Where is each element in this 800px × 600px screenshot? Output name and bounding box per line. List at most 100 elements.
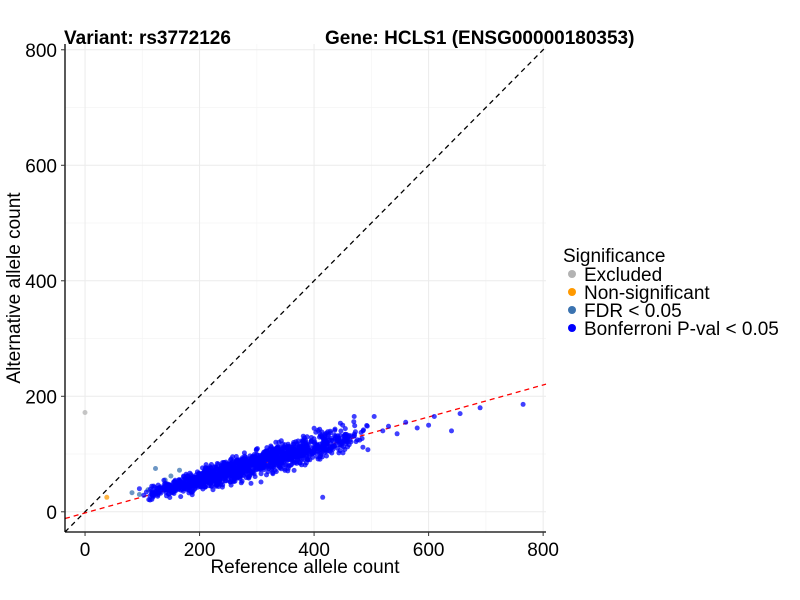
legend-label: Non-significant xyxy=(584,283,710,304)
point-bonferroni-p-val-0-05 xyxy=(152,489,158,495)
point-bonferroni-p-val-0-05 xyxy=(158,484,164,490)
point-bonferroni-p-val-0-05 xyxy=(258,471,264,477)
point-bonferroni-p-val-0-05 xyxy=(266,454,272,460)
point-bonferroni-p-val-0-05 xyxy=(271,452,276,458)
point-bonferroni-p-val-0-05 xyxy=(342,432,348,438)
point-non-significant xyxy=(104,494,110,500)
point-bonferroni-p-val-0-05 xyxy=(181,474,187,480)
point-fdr-0-05 xyxy=(136,492,142,497)
point-bonferroni-p-val-0-05 xyxy=(352,429,358,435)
point-bonferroni-p-val-0-05 xyxy=(403,419,409,425)
x-tick-label: 200 xyxy=(184,540,216,561)
point-bonferroni-p-val-0-05 xyxy=(351,419,357,425)
point-bonferroni-p-val-0-05 xyxy=(311,425,317,431)
point-bonferroni-p-val-0-05 xyxy=(162,481,167,487)
point-bonferroni-p-val-0-05 xyxy=(449,428,454,434)
point-bonferroni-p-val-0-05 xyxy=(264,472,269,478)
chart-title-variant: Variant: rs3772126 xyxy=(64,28,231,49)
point-bonferroni-p-val-0-05 xyxy=(279,454,285,460)
point-bonferroni-p-val-0-05 xyxy=(342,426,348,432)
point-bonferroni-p-val-0-05 xyxy=(270,463,276,469)
point-bonferroni-p-val-0-05 xyxy=(283,445,289,451)
point-bonferroni-p-val-0-05 xyxy=(277,465,283,471)
point-bonferroni-p-val-0-05 xyxy=(313,429,319,435)
point-bonferroni-p-val-0-05 xyxy=(394,431,400,437)
point-bonferroni-p-val-0-05 xyxy=(277,459,283,465)
point-bonferroni-p-val-0-05 xyxy=(219,467,225,473)
point-bonferroni-p-val-0-05 xyxy=(334,438,340,444)
point-bonferroni-p-val-0-05 xyxy=(278,438,284,444)
point-bonferroni-p-val-0-05 xyxy=(248,480,254,486)
point-bonferroni-p-val-0-05 xyxy=(190,477,196,483)
point-bonferroni-p-val-0-05 xyxy=(151,483,157,489)
point-bonferroni-p-val-0-05 xyxy=(237,469,243,475)
axes xyxy=(64,44,546,533)
point-bonferroni-p-val-0-05 xyxy=(342,447,348,452)
point-bonferroni-p-val-0-05 xyxy=(283,451,289,457)
point-bonferroni-p-val-0-05 xyxy=(351,414,357,419)
point-excluded xyxy=(82,410,88,415)
point-fdr-0-05 xyxy=(129,490,135,496)
point-bonferroni-p-val-0-05 xyxy=(203,478,209,484)
point-bonferroni-p-val-0-05 xyxy=(285,456,291,462)
point-bonferroni-p-val-0-05 xyxy=(288,449,294,455)
point-bonferroni-p-val-0-05 xyxy=(231,465,237,470)
point-bonferroni-p-val-0-05 xyxy=(257,452,263,458)
point-bonferroni-p-val-0-05 xyxy=(338,428,344,434)
y-tick-label: 800 xyxy=(25,41,57,62)
point-bonferroni-p-val-0-05 xyxy=(353,439,359,445)
point-fdr-0-05 xyxy=(177,467,182,473)
point-bonferroni-p-val-0-05 xyxy=(307,451,313,457)
y-tick-label: 200 xyxy=(25,387,57,408)
point-bonferroni-p-val-0-05 xyxy=(380,428,386,434)
point-bonferroni-p-val-0-05 xyxy=(230,478,236,484)
legend-key xyxy=(568,324,576,332)
point-bonferroni-p-val-0-05 xyxy=(320,494,326,500)
point-bonferroni-p-val-0-05 xyxy=(242,467,248,473)
point-bonferroni-p-val-0-05 xyxy=(414,425,420,431)
point-bonferroni-p-val-0-05 xyxy=(268,443,274,449)
point-bonferroni-p-val-0-05 xyxy=(304,442,309,448)
data-points xyxy=(82,401,526,503)
x-tick-label: 400 xyxy=(298,540,330,561)
y-tick-label: 600 xyxy=(25,156,57,177)
point-bonferroni-p-val-0-05 xyxy=(212,469,218,475)
point-bonferroni-p-val-0-05 xyxy=(311,436,317,442)
point-bonferroni-p-val-0-05 xyxy=(269,458,274,464)
point-bonferroni-p-val-0-05 xyxy=(322,436,328,442)
x-tick-label: 600 xyxy=(413,540,445,561)
y-axis-title: Alternative allele count xyxy=(4,192,25,384)
point-bonferroni-p-val-0-05 xyxy=(201,473,207,479)
point-bonferroni-p-val-0-05 xyxy=(229,468,235,474)
point-bonferroni-p-val-0-05 xyxy=(297,460,303,465)
point-bonferroni-p-val-0-05 xyxy=(477,405,483,411)
point-bonferroni-p-val-0-05 xyxy=(253,467,259,473)
point-bonferroni-p-val-0-05 xyxy=(291,441,297,447)
point-bonferroni-p-val-0-05 xyxy=(213,482,219,488)
point-bonferroni-p-val-0-05 xyxy=(172,488,177,494)
point-bonferroni-p-val-0-05 xyxy=(344,439,350,445)
point-bonferroni-p-val-0-05 xyxy=(321,441,327,447)
point-bonferroni-p-val-0-05 xyxy=(322,446,328,451)
point-bonferroni-p-val-0-05 xyxy=(220,482,226,488)
point-bonferroni-p-val-0-05 xyxy=(258,458,263,464)
point-bonferroni-p-val-0-05 xyxy=(173,479,179,485)
point-bonferroni-p-val-0-05 xyxy=(178,494,184,500)
point-bonferroni-p-val-0-05 xyxy=(292,446,298,452)
ticks: 0 200 400 600 800 0 200 400 600 800 xyxy=(25,41,559,561)
point-bonferroni-p-val-0-05 xyxy=(196,470,202,476)
point-fdr-0-05 xyxy=(168,473,174,479)
point-bonferroni-p-val-0-05 xyxy=(225,477,231,483)
point-bonferroni-p-val-0-05 xyxy=(136,486,142,492)
point-bonferroni-p-val-0-05 xyxy=(189,489,195,495)
legend-key xyxy=(568,288,576,296)
point-bonferroni-p-val-0-05 xyxy=(337,448,343,454)
point-bonferroni-p-val-0-05 xyxy=(304,434,310,440)
point-bonferroni-p-val-0-05 xyxy=(237,476,243,482)
point-bonferroni-p-val-0-05 xyxy=(291,467,297,473)
point-bonferroni-p-val-0-05 xyxy=(340,422,346,428)
point-bonferroni-p-val-0-05 xyxy=(188,483,194,489)
point-bonferroni-p-val-0-05 xyxy=(315,449,320,455)
point-bonferroni-p-val-0-05 xyxy=(329,437,335,443)
point-bonferroni-p-val-0-05 xyxy=(215,474,221,480)
